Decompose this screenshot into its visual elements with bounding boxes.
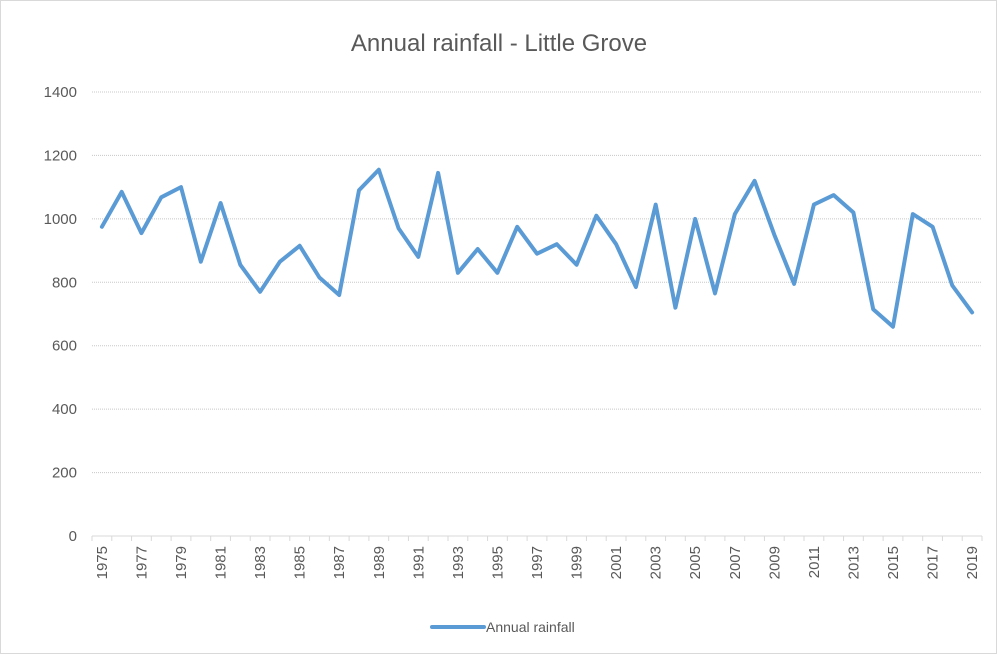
x-tick-label: 1979 [173, 546, 190, 579]
gridlines [92, 91, 982, 474]
x-tick-label: 1989 [371, 546, 388, 579]
x-tick-label: 2019 [964, 546, 981, 579]
x-tick-label: 2017 [925, 546, 942, 579]
x-tick-label: 1975 [94, 546, 111, 579]
x-tick-label: 1977 [133, 546, 150, 579]
x-tick-label: 1993 [450, 546, 467, 579]
x-tick-label: 2013 [845, 546, 862, 579]
x-tick-labels: 1975 1977 1979 1981 1983 1985 1987 1989 1991 1993… [94, 546, 981, 579]
x-tick-label: 1985 [292, 546, 309, 579]
legend-label: Annual rainfall [486, 619, 575, 635]
x-tick-label: 2005 [687, 546, 704, 579]
y-tick-label: 600 [52, 338, 77, 355]
axes [91, 535, 983, 541]
series [99, 167, 975, 329]
y-tick-label: 400 [52, 401, 77, 418]
legend: Annual rainfall [430, 619, 575, 635]
x-tick-label: 1999 [569, 546, 586, 579]
series-line [99, 167, 975, 329]
x-tick-label: 1991 [410, 546, 427, 579]
x-tick-label: 2009 [766, 546, 783, 579]
x-tick-label: 2007 [727, 546, 744, 579]
x-tick-label: 1981 [213, 546, 230, 579]
x-tick-label: 1987 [331, 546, 348, 579]
y-tick-label: 800 [52, 274, 77, 291]
x-tick-label: 2015 [885, 546, 902, 579]
x-tick-label: 1997 [529, 546, 546, 579]
x-tick-label: 2001 [608, 546, 625, 579]
x-tick-label: 1995 [489, 546, 506, 579]
chart-title: Annual rainfall - Little Grove [350, 30, 648, 57]
x-tick-label: 1983 [252, 546, 269, 579]
y-tick-labels: 0 200 400 600 800 1000 1200 1400 [44, 84, 77, 545]
x-tick-label: 2011 [806, 546, 823, 578]
y-tick-label: 200 [52, 465, 77, 482]
x-tick-label: 2003 [648, 546, 665, 579]
y-tick-label: 1000 [44, 211, 77, 228]
y-tick-label: 1400 [44, 84, 77, 101]
y-tick-label: 0 [69, 528, 77, 545]
y-tick-label: 1200 [44, 147, 77, 164]
